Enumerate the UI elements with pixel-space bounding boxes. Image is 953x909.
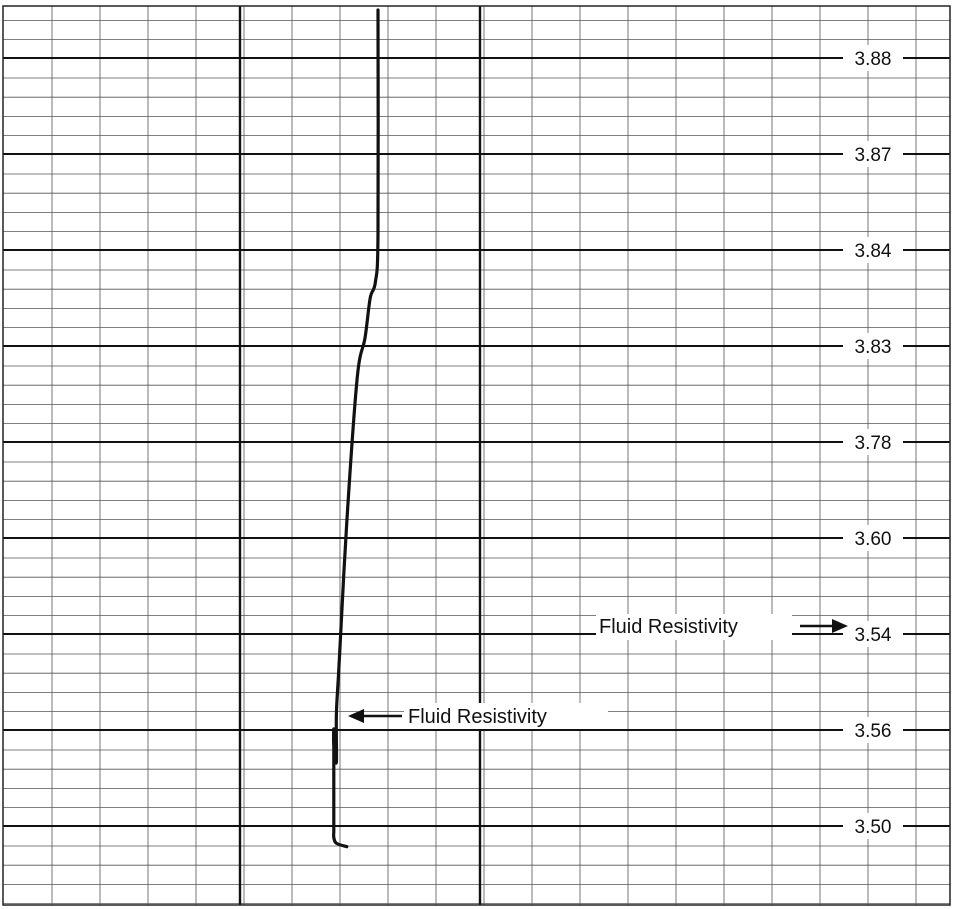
annotation-bg <box>404 703 608 729</box>
annotation-layer: Fluid Resistivity Fluid Resistivity <box>348 614 848 729</box>
tick-label-bg <box>843 237 903 263</box>
tick-label: 3.78 <box>855 433 892 454</box>
tick-label: 3.50 <box>855 817 892 838</box>
tick-label: 3.87 <box>855 145 892 166</box>
tick-label-bg <box>843 141 903 167</box>
arrow-head-right-icon <box>832 619 848 633</box>
tick-label-layer: 3.88 3.87 3.84 3.83 3.78 3.60 3.54 3.56 3.50 <box>843 45 903 839</box>
tick-label: 3.83 <box>855 337 892 358</box>
tick-label-bg <box>843 333 903 359</box>
annotation-text-left: Fluid Resistivity <box>408 706 547 728</box>
annotation-text-right: Fluid Resistivity <box>599 616 738 638</box>
tick-label-bg <box>843 621 903 647</box>
arrow-head-left-icon <box>348 709 364 723</box>
tick-label: 3.88 <box>855 49 892 70</box>
grid-layer <box>2 5 951 906</box>
tick-label: 3.60 <box>855 529 892 550</box>
tick-label-bg <box>843 45 903 71</box>
plot-border <box>2 5 951 906</box>
tick-label-bg <box>843 429 903 455</box>
curve-layer <box>332 8 380 849</box>
tick-label-bg <box>843 525 903 551</box>
fluid-resistivity-curve <box>332 8 380 849</box>
tick-label: 3.84 <box>855 241 892 262</box>
tick-label-bg <box>843 813 903 839</box>
tick-label: 3.54 <box>855 625 892 646</box>
tick-label: 3.56 <box>855 721 892 742</box>
tick-label-bg <box>843 717 903 743</box>
annotation-bg <box>596 614 792 640</box>
